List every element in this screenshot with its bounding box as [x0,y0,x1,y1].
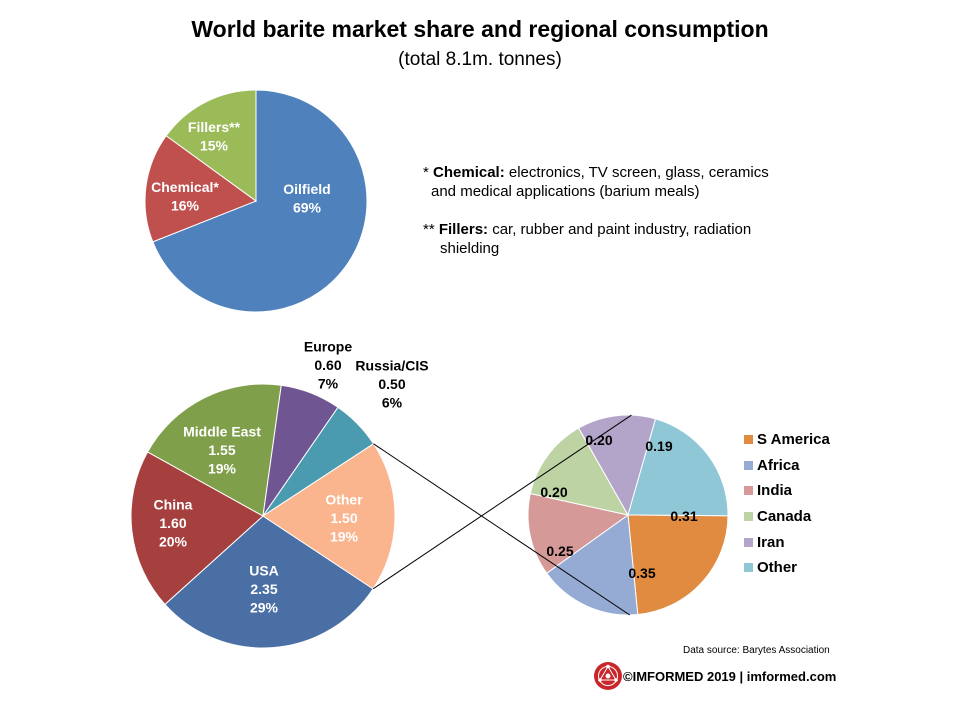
legend-swatch-3 [744,512,753,522]
other-breakdown-pie-slice-5 [627,418,729,517]
legend-label-3: Canada [757,508,812,526]
footer: ©IMFORMED 2019 | imformed.com [593,661,836,691]
regional-pie-slice-0 [164,515,374,649]
other-breakdown-pie-slice-2 [527,492,630,574]
other-breakdown-label-3: 0.20 [585,432,612,448]
regional-label-1: China 1.60 20% [154,497,193,550]
note-fillers-line1: car, rubber and paint industry, radiatio… [488,221,752,238]
legend-swatch-0 [744,435,753,445]
note-fillers: ** Fillers: car, rubber and paint indust… [423,220,751,258]
footer-text: ©IMFORMED 2019 | imformed.com [623,668,837,684]
note-fillers-term: Fillers: [438,221,489,238]
note-chemical-term: Chemical: [433,164,505,181]
other-breakdown-pie-slice-0 [627,514,729,616]
market-share-pie-slice-1 [144,135,258,243]
other-breakdown-label-4: 0.19 [645,438,672,454]
legend-swatch-5 [744,563,753,573]
chart-subtitle: (total 8.1m. tonnes) [398,49,562,70]
other-breakdown-pie-slice-4 [577,414,657,517]
market-share-label-1: Chemical* 16% [151,179,219,214]
legend-label-5: Other [757,559,798,577]
chart-title: World barite market share and regional c… [191,16,769,42]
market-share-pie-slice-2 [165,89,257,202]
regional-pie-slice-2 [146,383,282,517]
note-fillers-line2: shielding [440,240,500,257]
legend-label-0: S America [757,431,830,449]
note-chemical: * Chemical: electronics, TV screen, glas… [423,163,769,201]
note-fillers-marker: ** [423,221,439,238]
data-source: Data source: Barytes Association [683,645,830,656]
legend-label-1: Africa [757,456,800,474]
regional-label-3: Europe 0.60 7% [304,339,352,392]
legend-item-4: Iran [744,529,830,555]
legend-label-4: Iran [757,533,785,551]
other-breakdown-label-1: 0.25 [546,543,573,559]
connector-line-bottom [373,443,631,616]
legend-item-2: India [744,478,830,504]
market-share-pie-slice-0 [152,89,368,313]
legend-label-2: India [757,482,793,500]
regional-pie-slice-1 [130,451,264,606]
connector-line-top [372,414,632,590]
regional-label-4: Russia/CIS 0.50 6% [355,358,428,411]
note-chemical-marker: * [423,164,434,181]
regional-label-5: Other 1.50 19% [325,492,363,545]
regional-label-2: Middle East 1.55 19% [183,424,261,477]
legend-swatch-1 [744,460,753,470]
other-breakdown-pie-slice-1 [545,514,639,616]
other-breakdown-label-2: 0.20 [540,484,567,500]
market-share-label-0: Oilfield 69% [283,181,330,216]
legend-item-1: Africa [744,453,830,479]
legend-item-5: Other [744,555,830,581]
legend-swatch-4 [744,537,753,547]
note-chemical-line2: and medical applications (barium meals) [431,183,700,200]
legend: S America Africa India Canada Iran Other [744,427,830,581]
other-breakdown-label-0: 0.35 [628,565,655,581]
legend-item-0: S America [744,427,830,453]
market-share-label-2: Fillers** 15% [188,119,241,154]
other-breakdown-label-5: 0.31 [670,508,697,524]
regional-pie-slice-5 [262,443,396,590]
legend-item-3: Canada [744,504,830,530]
regional-label-0: USA 2.35 29% [249,563,279,616]
other-breakdown-pie-slice-3 [529,427,629,516]
legend-swatch-2 [744,486,753,496]
note-chemical-line1: electronics, TV screen, glass, ceramics [504,164,769,181]
imformed-logo-icon [594,662,622,690]
